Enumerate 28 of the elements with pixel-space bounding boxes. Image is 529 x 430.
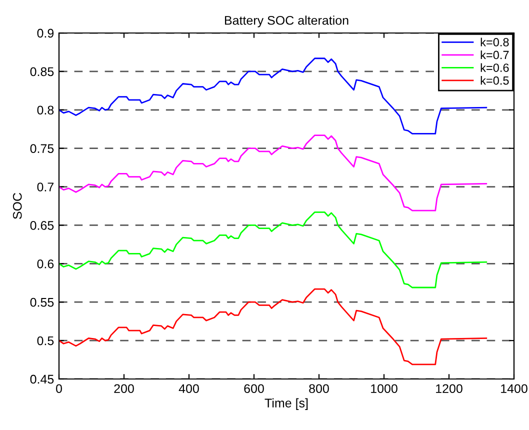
- y-tick-label: 0.65: [30, 221, 54, 230]
- x-tick-label: 600: [244, 384, 264, 394]
- legend-label: k=0.6: [480, 63, 509, 72]
- x-tick-label: 1200: [436, 384, 462, 394]
- x-tick-label: 200: [114, 384, 134, 394]
- y-tick-label: 0.9: [37, 28, 54, 38]
- y-tick-label: 0.55: [30, 298, 54, 307]
- y-tick-label: 0.6: [37, 259, 54, 268]
- x-tick-label: 1400: [501, 384, 528, 394]
- x-tick-label: 800: [309, 384, 329, 394]
- x-tick-label: 1000: [371, 384, 398, 394]
- legend-label: k=0.7: [480, 50, 509, 60]
- y-tick-label: 0.85: [30, 67, 54, 76]
- x-axis-title: Time [s]: [264, 398, 308, 410]
- legend-label: k=0.5: [480, 76, 509, 85]
- y-tick-label: 0.75: [30, 144, 54, 153]
- y-axis-title: SOC: [12, 192, 22, 219]
- y-tick-label: 0.7: [37, 182, 54, 192]
- y-tick-label: 0.45: [30, 374, 54, 384]
- y-tick-label: 0.5: [37, 336, 54, 346]
- chart-title: Battery SOC alteration: [225, 16, 348, 28]
- line-series: [59, 134, 488, 212]
- line-series: [59, 211, 488, 288]
- legend-label: k=0.8: [480, 38, 509, 46]
- x-tick-label: 0: [56, 384, 62, 394]
- line-series: [59, 288, 488, 366]
- x-tick-label: 400: [178, 384, 199, 394]
- y-tick-label: 0.8: [37, 106, 54, 115]
